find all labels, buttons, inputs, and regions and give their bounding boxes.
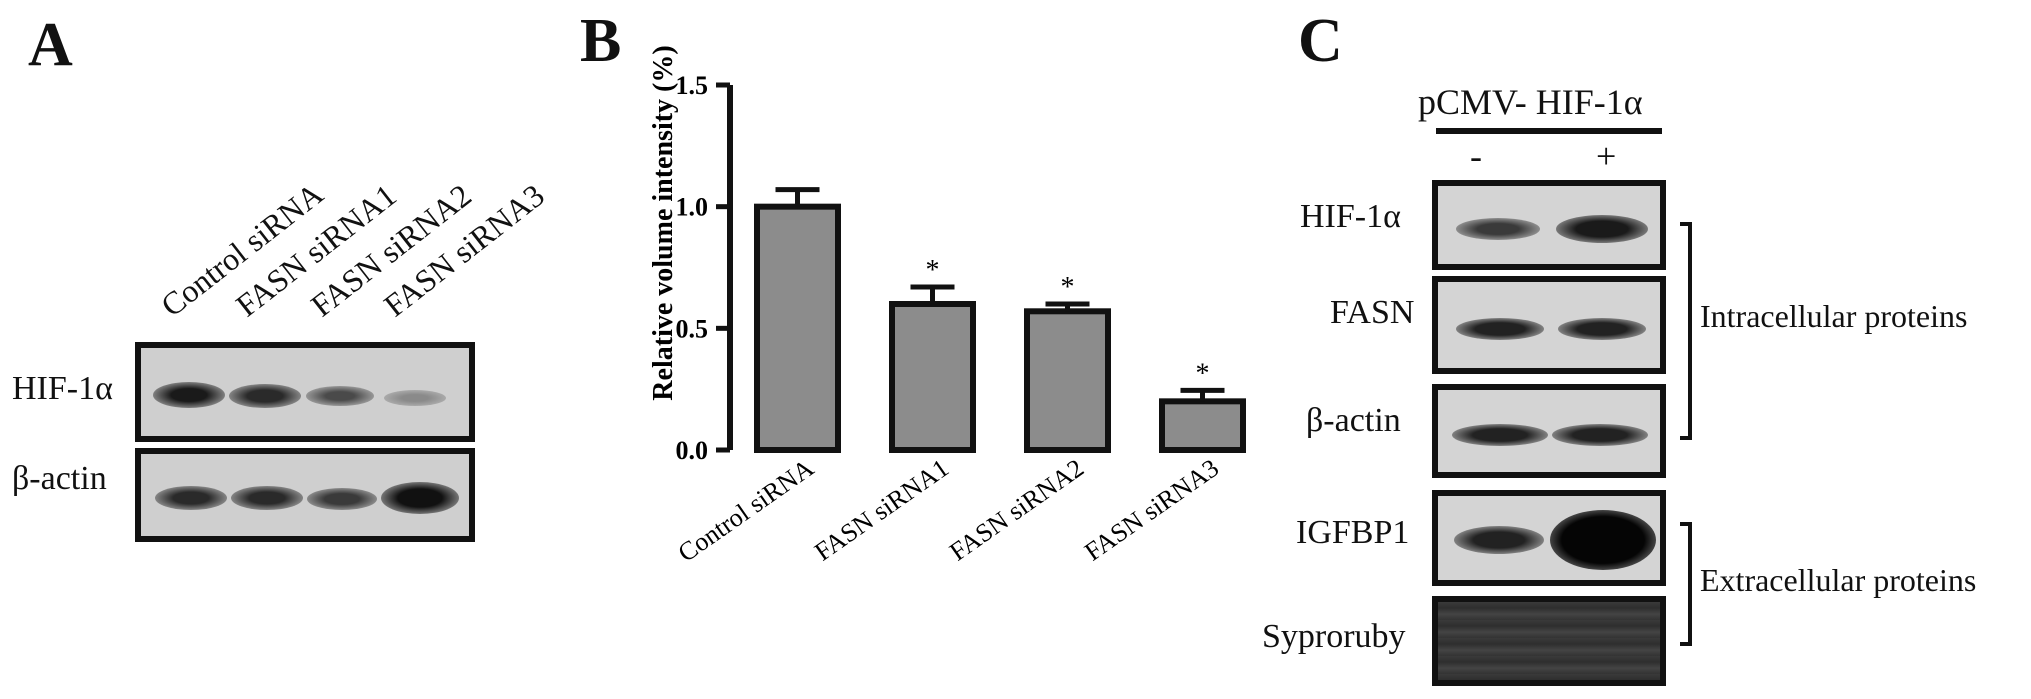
row-label-c-hif1a: HIF-1α bbox=[1300, 198, 1401, 235]
bar bbox=[889, 301, 976, 453]
chart-ylabel: Relative volume intensity (%) bbox=[648, 45, 679, 400]
band bbox=[1454, 526, 1544, 554]
minus-label: - bbox=[1470, 136, 1482, 176]
y-tick-group: 0.0 0.5 1.0 1.5 bbox=[676, 71, 733, 465]
row-label-c-igfbp1: IGFBP1 bbox=[1296, 514, 1410, 551]
row-label-c-fasn: FASN bbox=[1330, 294, 1415, 331]
y-tick-label: 0.0 bbox=[676, 436, 709, 465]
band bbox=[384, 390, 446, 406]
band bbox=[155, 486, 227, 510]
row-label-c-syproruby: Syproruby bbox=[1262, 618, 1406, 655]
x-tick-label: FASN siRNA3 bbox=[1079, 453, 1224, 566]
band bbox=[306, 386, 374, 406]
band bbox=[1452, 424, 1548, 446]
band bbox=[229, 384, 301, 408]
row-label-beta-actin: β-actin bbox=[12, 460, 107, 497]
y-tick-label: 1.5 bbox=[676, 71, 709, 100]
bar bbox=[754, 203, 841, 453]
intracellular-bracket bbox=[1680, 222, 1692, 440]
x-tick-label: FASN siRNA2 bbox=[944, 453, 1089, 566]
bar-chart: Relative volume intensity (%) 0.0 0.5 1.0 1… bbox=[648, 45, 1246, 568]
panel-a-letter: A bbox=[28, 11, 73, 79]
blot-c-fasn bbox=[1432, 276, 1666, 374]
significance-marker: * bbox=[1061, 272, 1075, 303]
bar-group: * * * bbox=[754, 187, 1246, 454]
band bbox=[1456, 218, 1540, 240]
treatment-header: pCMV- HIF-1α bbox=[1418, 82, 1643, 122]
bar bbox=[1024, 308, 1111, 453]
panel-b-letter: B bbox=[580, 7, 622, 75]
y-tick-label: 1.0 bbox=[676, 193, 709, 222]
y-tick-label: 0.5 bbox=[676, 314, 709, 343]
band bbox=[381, 482, 459, 514]
band bbox=[1556, 215, 1648, 243]
x-tick-label: FASN siRNA1 bbox=[809, 453, 954, 566]
header-underline bbox=[1436, 128, 1662, 134]
group-label-intracellular: Intracellular proteins bbox=[1700, 298, 1968, 334]
extracellular-bracket bbox=[1680, 522, 1692, 646]
panel-c-letter: C bbox=[1298, 7, 1343, 75]
row-label-hif1a: HIF-1α bbox=[12, 370, 113, 407]
blot-a-hif1a bbox=[135, 342, 475, 442]
blot-c-hif1a bbox=[1432, 180, 1666, 270]
significance-marker: * bbox=[926, 255, 940, 286]
row-label-c-beta-actin: β-actin bbox=[1306, 402, 1401, 439]
band bbox=[1456, 318, 1544, 340]
bar bbox=[1159, 398, 1246, 454]
group-label-extracellular: Extracellular proteins bbox=[1700, 562, 1977, 598]
significance-marker: * bbox=[1196, 358, 1210, 389]
band bbox=[1558, 318, 1646, 340]
blot-c-syproruby bbox=[1432, 596, 1666, 686]
band bbox=[1552, 424, 1648, 446]
x-tick-label: Control siRNA bbox=[673, 453, 819, 568]
plus-label: + bbox=[1596, 136, 1617, 176]
band bbox=[153, 382, 225, 408]
band bbox=[231, 486, 303, 510]
band bbox=[307, 488, 377, 510]
blot-c-beta-actin bbox=[1432, 384, 1666, 478]
blot-c-igfbp1 bbox=[1432, 490, 1666, 586]
blot-a-beta-actin bbox=[135, 448, 475, 542]
band bbox=[1550, 510, 1656, 570]
